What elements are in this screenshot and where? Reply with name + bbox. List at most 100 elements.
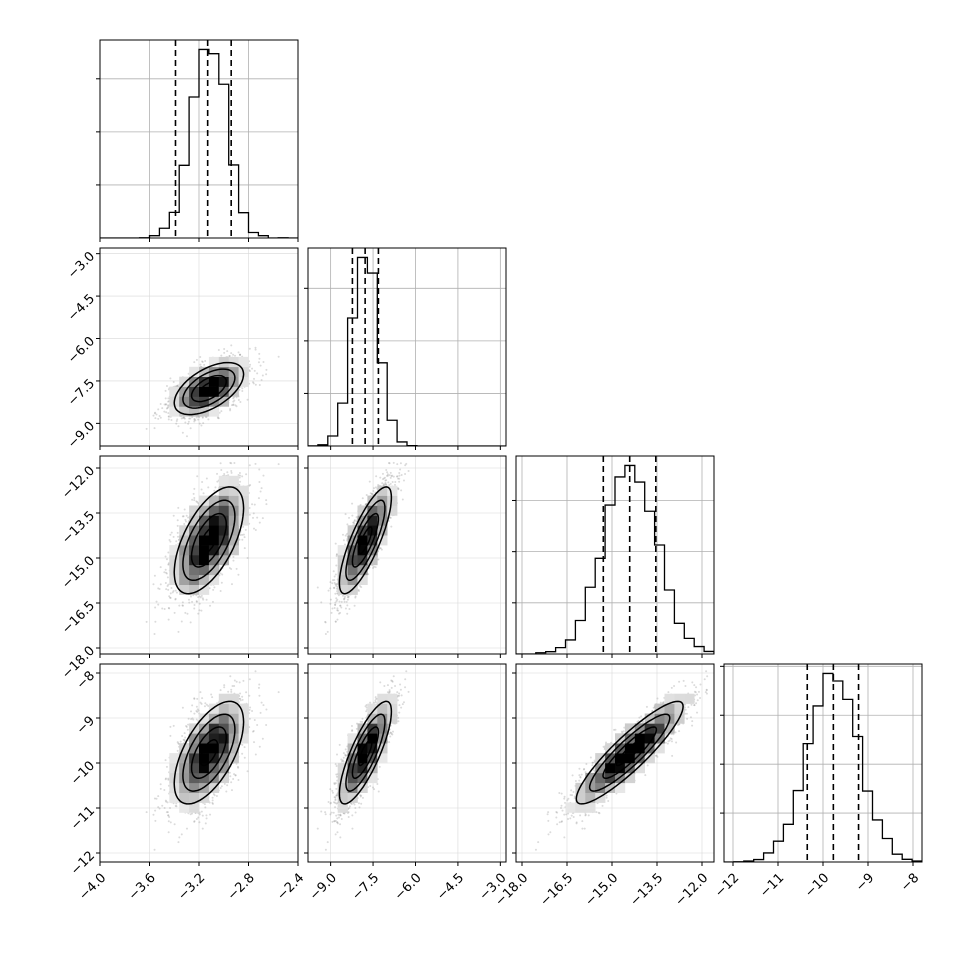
- sample-point: [233, 399, 236, 402]
- sample-point: [167, 406, 170, 409]
- sample-point: [193, 607, 196, 610]
- sample-point: [265, 368, 268, 371]
- sample-point: [176, 418, 179, 421]
- sample-point: [219, 590, 222, 593]
- sample-point: [154, 606, 157, 609]
- sample-point: [238, 388, 241, 391]
- density-cell: [208, 356, 220, 368]
- contour-line: [199, 381, 219, 396]
- sample-point: [234, 404, 237, 407]
- sample-point: [183, 416, 186, 419]
- sample-point: [244, 528, 247, 531]
- scatter-panel-2-0: −18.0−16.5−15.0−13.5−12.0: [59, 455, 299, 682]
- sample-point: [232, 404, 235, 407]
- sample-point: [228, 355, 231, 358]
- sample-point: [182, 416, 185, 419]
- sample-point: [177, 425, 180, 428]
- sample-point: [195, 500, 198, 503]
- sample-point: [239, 353, 242, 356]
- contour-line: [190, 374, 227, 403]
- sample-point: [227, 474, 230, 477]
- sample-point: [169, 540, 172, 543]
- sample-point: [229, 409, 232, 412]
- sample-point: [198, 595, 201, 598]
- sample-point: [170, 531, 173, 534]
- sample-point: [181, 604, 184, 607]
- sample-point: [219, 572, 222, 575]
- sample-point: [265, 499, 268, 502]
- sample-point: [165, 558, 168, 561]
- density-cell: [169, 386, 180, 397]
- sample-point: [167, 563, 170, 566]
- sample-point: [221, 573, 224, 576]
- sample-point: [223, 472, 226, 475]
- sample-point: [182, 515, 185, 518]
- sample-point: [239, 353, 242, 356]
- density-cell: [179, 386, 190, 397]
- sample-point: [180, 620, 183, 623]
- sample-point: [185, 514, 188, 517]
- sample-point: [200, 594, 203, 597]
- sample-point: [185, 435, 188, 438]
- sample-point: [239, 533, 242, 536]
- sample-point: [169, 596, 172, 599]
- sample-point: [181, 431, 184, 434]
- sample-point: [167, 412, 170, 415]
- sample-point: [166, 585, 169, 588]
- sample-point: [205, 477, 208, 480]
- sample-point: [145, 620, 148, 623]
- sample-point: [237, 399, 240, 402]
- sample-point: [248, 513, 251, 516]
- density-cell: [218, 386, 229, 397]
- sample-point: [207, 418, 210, 421]
- density-cell: [169, 406, 180, 417]
- sample-point: [248, 464, 251, 467]
- sample-point: [184, 518, 187, 521]
- sample-point: [168, 595, 171, 598]
- density-cell: [238, 376, 249, 387]
- sample-point: [220, 468, 223, 471]
- sample-point: [185, 520, 188, 523]
- sample-point: [175, 422, 178, 425]
- sample-point: [261, 517, 264, 520]
- contour-line: [182, 368, 236, 409]
- sample-point: [165, 588, 168, 591]
- sample-point: [193, 499, 196, 502]
- sample-point: [220, 581, 223, 584]
- sample-point: [214, 486, 217, 489]
- sample-point: [193, 361, 196, 364]
- density-cell: [189, 386, 200, 397]
- sample-point: [254, 462, 257, 465]
- sample-point: [152, 414, 155, 417]
- sample-point: [177, 535, 180, 538]
- sample-point: [243, 536, 246, 539]
- density-cell: [238, 356, 249, 368]
- sample-point: [230, 470, 233, 473]
- sample-point: [176, 531, 179, 534]
- sample-point: [232, 555, 235, 558]
- density-cell: [199, 386, 210, 397]
- sample-point: [181, 515, 184, 518]
- sample-point: [239, 480, 242, 483]
- sample-point: [234, 354, 237, 357]
- sample-point: [165, 572, 168, 575]
- sample-point: [172, 514, 175, 517]
- sample-point: [193, 497, 196, 500]
- density-cell: [179, 376, 190, 387]
- sample-point: [254, 529, 257, 532]
- sample-point: [216, 472, 219, 475]
- sample-point: [254, 383, 257, 386]
- sample-point: [163, 403, 166, 406]
- sample-point: [157, 603, 160, 606]
- sample-point: [187, 516, 190, 519]
- sample-point: [153, 412, 156, 415]
- sample-point: [164, 568, 167, 571]
- sample-point: [157, 408, 160, 411]
- sample-point: [239, 400, 242, 403]
- sample-point: [167, 400, 170, 403]
- sample-point: [202, 422, 205, 425]
- sample-point: [228, 354, 231, 357]
- sample-point: [230, 352, 233, 355]
- density-cell: [189, 396, 200, 407]
